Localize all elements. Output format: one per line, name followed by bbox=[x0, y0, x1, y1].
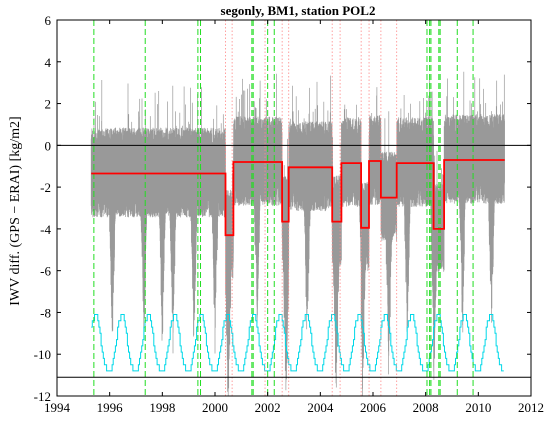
x-tick-label: 2000 bbox=[202, 400, 228, 415]
x-tick-label: 2006 bbox=[360, 400, 387, 415]
x-tick-label: 1998 bbox=[149, 400, 175, 415]
x-tick-label: 1994 bbox=[44, 400, 71, 415]
x-tick-label: 2008 bbox=[413, 400, 439, 415]
x-tick-label: 2012 bbox=[518, 400, 544, 415]
y-axis-label: IWV diff. (GPS − ERAI) [kg/m2] bbox=[8, 116, 23, 305]
y-tick-label: -4 bbox=[40, 222, 51, 237]
y-tick-label: -10 bbox=[34, 347, 51, 362]
y-tick-label: -2 bbox=[40, 180, 51, 195]
y-tick-label: 4 bbox=[45, 55, 52, 70]
red-segment-means-series bbox=[91, 159, 505, 237]
y-tick-label: -6 bbox=[40, 264, 51, 279]
y-tick-label: -12 bbox=[34, 389, 51, 404]
plot-frame bbox=[56, 19, 532, 397]
x-tick-label: 2004 bbox=[307, 400, 334, 415]
y-tick-label: 2 bbox=[45, 97, 52, 112]
x-tick-label: 2002 bbox=[255, 400, 281, 415]
y-tick-label: 6 bbox=[45, 13, 52, 28]
chart-title: segonly, BM1, station POL2 bbox=[221, 3, 376, 18]
cyan-seasonal-series bbox=[91, 314, 504, 372]
x-tick-label: 1996 bbox=[97, 400, 124, 415]
y-tick-label: -8 bbox=[40, 305, 51, 320]
x-tick-label: 2010 bbox=[465, 400, 491, 415]
y-tick-label: 0 bbox=[45, 138, 52, 153]
